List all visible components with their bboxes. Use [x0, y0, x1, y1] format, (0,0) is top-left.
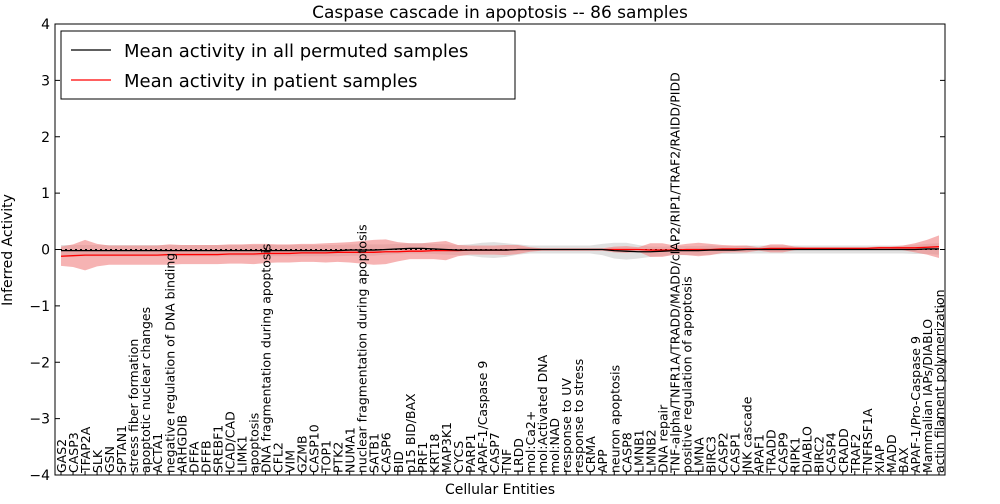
x-tick-label: CYCS [451, 441, 466, 473]
x-tick-label: CASP1 [728, 432, 743, 473]
x-tick-label: CASP9 [776, 432, 791, 473]
x-tick-label: stress fiber formation [126, 339, 141, 473]
x-tick-label: LRDD [511, 438, 526, 473]
x-tick-label: VIM [283, 450, 298, 473]
y-tick-label: −2 [29, 355, 50, 371]
patient-std-band [61, 235, 939, 271]
permuted-mean-line [61, 247, 939, 253]
x-tick-label: mol:Activated DNA [535, 354, 550, 473]
x-tick-label: positive regulation of apoptosis [679, 276, 694, 473]
legend-label-permuted: Mean activity in all permuted samples [124, 41, 468, 62]
x-tick-label: response to UV [559, 378, 574, 473]
x-tick-label: response to stress [571, 359, 586, 473]
x-tick-label: TFAP2A [78, 426, 93, 474]
x-tick-label: p15 BID/BAX [403, 393, 418, 473]
x-tick-label: mol:NAD [547, 418, 562, 473]
y-tick-label: 0 [41, 243, 50, 259]
x-tick-label: CASP6 [379, 432, 394, 473]
x-tick-label: LMNB1 [631, 429, 646, 473]
x-tick-label: MADD [884, 434, 899, 473]
x-tick-label: LMNA [691, 437, 706, 473]
x-tick-label: APP [595, 449, 610, 473]
x-tick-label: NUMA1 [343, 427, 358, 473]
legend-label-patient: Mean activity in patient samples [124, 71, 418, 92]
x-tick-label: KRT18 [427, 433, 442, 473]
x-tick-label: Mammalian IAPs/DIABLO [920, 319, 935, 473]
legend-box [60, 30, 516, 100]
x-tick-label: CASP7 [487, 432, 502, 473]
x-tick-label: negative regulation of DNA binding [162, 253, 177, 473]
x-tick-label: APAF-1/Caspase 9 [475, 361, 490, 473]
x-tick-label: GAS2 [54, 439, 69, 473]
x-tick-label: BIRC2 [812, 436, 827, 473]
x-tick-label: MAP3K1 [439, 422, 454, 473]
y-tick-label: 1 [41, 186, 50, 202]
x-tick-label: CASP3 [66, 432, 81, 473]
x-tick-label: XIAP [872, 444, 887, 473]
x-tick-label: GSN [102, 446, 117, 473]
x-tick-label: BID [391, 451, 406, 473]
x-tick-label: CASP10 [307, 424, 322, 473]
y-tick-label: −3 [29, 412, 50, 428]
x-tick-label: PARP1 [463, 434, 478, 473]
x-tick-label: CASP8 [619, 432, 634, 473]
x-tick-label: APAF-1/Pro-Caspase 9 [908, 336, 923, 473]
x-tick-label: ACTA1 [150, 433, 165, 473]
y-tick-label: 2 [41, 130, 50, 146]
x-tick-label: BIRC3 [703, 436, 718, 473]
x-tick-label: DIABLO [800, 426, 815, 473]
x-tick-label: CASP4 [824, 432, 839, 473]
x-tick-label: TNF [499, 449, 514, 474]
x-tick-label: ARHGDIB [174, 415, 189, 473]
x-tick-label: PTK2 [331, 442, 346, 473]
x-tick-label: GZMB [295, 435, 310, 473]
x-tick-label: SREBF1 [210, 425, 225, 473]
x-tick-label: mol:Ca2+ [523, 411, 538, 473]
x-tick-label: RIPK1 [788, 437, 803, 473]
x-tick-label: nuclear fragmentation during apoptosis [355, 224, 370, 473]
y-tick-label: −4 [29, 468, 50, 484]
x-tick-label: apoptosis [246, 413, 261, 473]
x-axis-label: Cellular Entities [445, 482, 555, 498]
x-tick-label: apoptotic nuclear changes [138, 307, 153, 473]
y-tick-label: 3 [41, 73, 50, 89]
x-tick-label: neuron apoptosis [607, 365, 622, 473]
x-tick-label: TNF-alpha/TNFR1A/TRADD/MADD/cIAP2/RIP1/T… [667, 72, 682, 474]
x-tick-label: TNFRSF1A [860, 408, 875, 474]
x-tick-label: JNK cascade [740, 396, 755, 474]
legend: Mean activity in all permuted samples Me… [60, 30, 516, 100]
y-tick-label: 4 [41, 17, 50, 33]
x-tick-label: actin filament polymerization [932, 289, 947, 473]
x-tick-label: DFFA [186, 441, 201, 473]
x-tick-label: APAF1 [752, 434, 767, 473]
x-tick-label: DNA repair [655, 404, 670, 473]
x-tick-label: LMNB2 [643, 429, 658, 473]
x-tick-label: BAX [896, 447, 911, 473]
x-tick-label: SPTAN1 [114, 425, 129, 473]
x-tick-label: TRADD [764, 429, 779, 474]
x-tick-label: TOP1 [319, 440, 334, 474]
x-tick-label: DNA fragmentation during apoptosis [258, 244, 273, 473]
x-tick-label: CASP2 [716, 432, 731, 473]
x-tick-label: SLK [90, 449, 105, 473]
y-tick-label: −1 [29, 299, 50, 315]
x-tick-label: SATB1 [367, 433, 382, 473]
x-tick-label: PRF1 [415, 442, 430, 473]
chart-title: Caspase cascade in apoptosis -- 86 sampl… [312, 3, 688, 23]
x-tick-label: LIMK1 [234, 435, 249, 473]
x-tick-label: ICAD/CAD [222, 411, 237, 473]
x-tick-label: TRAF2 [848, 433, 863, 474]
x-tick-label: CRADD [836, 428, 851, 473]
y-axis-label: Inferred Activity [0, 194, 16, 306]
x-tick-label: CRMA [583, 436, 598, 473]
x-tick-label: DFFB [198, 440, 213, 473]
x-tick-label: CFL2 [271, 442, 286, 473]
